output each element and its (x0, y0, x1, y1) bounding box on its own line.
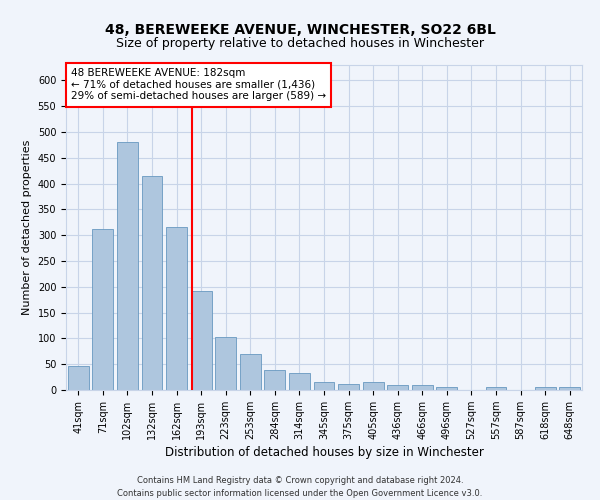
Bar (314, 382, 334, 390)
Bar (191, 291, 212, 390)
Bar (215, 337, 236, 390)
Bar (166, 228, 187, 390)
X-axis label: Distribution of detached houses by size in Winchester: Distribution of detached houses by size … (164, 446, 484, 459)
Bar (387, 385, 408, 390)
Bar (485, 388, 506, 390)
Text: Size of property relative to detached houses in Winchester: Size of property relative to detached ho… (116, 38, 484, 51)
Bar (68, 366, 89, 390)
Bar (142, 176, 163, 390)
Bar (412, 386, 433, 390)
Y-axis label: Number of detached properties: Number of detached properties (22, 140, 32, 315)
Bar (362, 382, 383, 390)
Bar (117, 142, 138, 390)
Text: Contains HM Land Registry data © Crown copyright and database right 2024.
Contai: Contains HM Land Registry data © Crown c… (118, 476, 482, 498)
Bar (559, 388, 580, 390)
Bar (436, 388, 457, 390)
Text: 48 BEREWEEKE AVENUE: 182sqm
← 71% of detached houses are smaller (1,436)
29% of : 48 BEREWEEKE AVENUE: 182sqm ← 71% of det… (71, 68, 326, 102)
Text: 48, BEREWEEKE AVENUE, WINCHESTER, SO22 6BL: 48, BEREWEEKE AVENUE, WINCHESTER, SO22 6… (104, 22, 496, 36)
Bar (265, 370, 286, 390)
Bar (535, 388, 556, 390)
Bar (92, 229, 113, 390)
Bar (240, 354, 261, 390)
Bar (289, 374, 310, 390)
Bar (338, 384, 359, 390)
